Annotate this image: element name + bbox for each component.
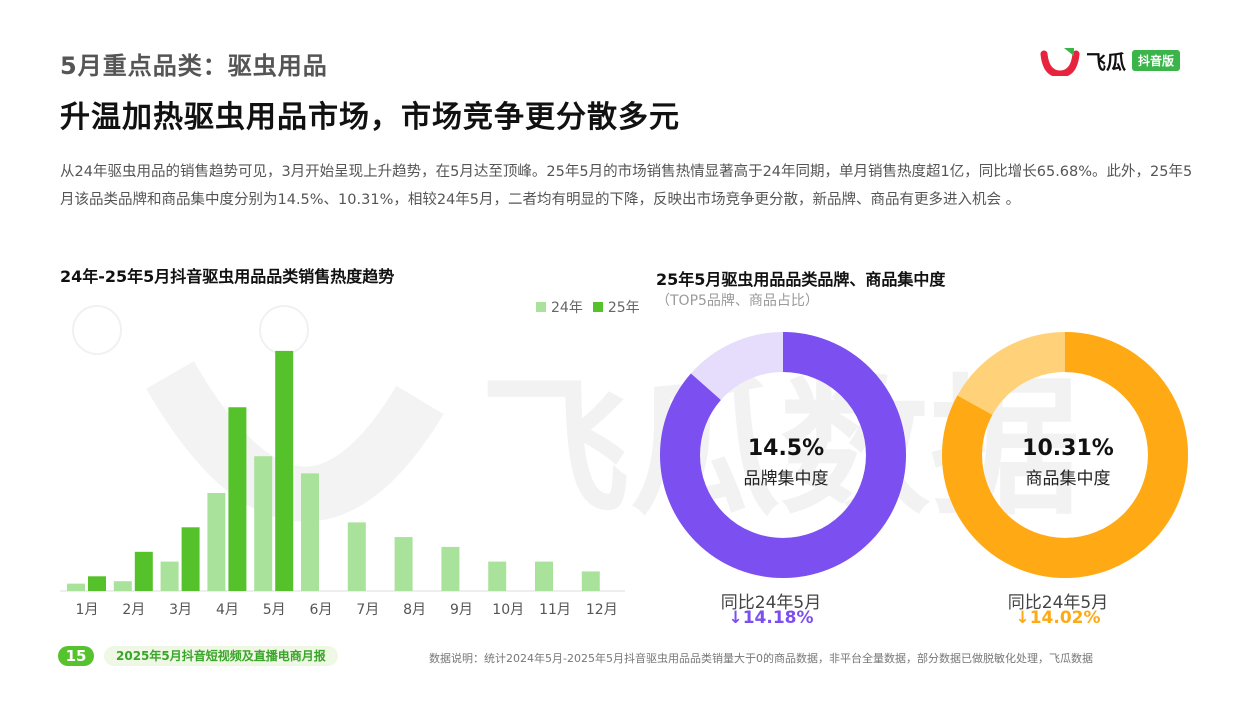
feigua-logo-icon	[1040, 48, 1080, 76]
bar-24年-4月	[207, 493, 226, 591]
donut-section-subtitle: （TOP5品牌、商品占比）	[656, 293, 819, 309]
bar-25年-1月	[88, 576, 106, 591]
bar-24年-8月	[394, 537, 413, 591]
x-tick-label: 10月	[492, 602, 524, 618]
bar-25年-2月	[134, 551, 153, 591]
bar-24年-3月	[160, 561, 179, 591]
bar-25年-3月	[181, 527, 200, 591]
product-concentration-label: 商品集中度	[1025, 469, 1111, 489]
brand-concentration-value: 14.5%	[747, 436, 825, 461]
bar-24年-11月	[535, 561, 553, 591]
legend-swatch-25	[592, 302, 603, 312]
bar-24年-1月	[67, 583, 85, 591]
logo-text: 飞瓜	[1086, 49, 1126, 74]
bar-24年-9月	[441, 546, 460, 591]
x-tick-label: 8月	[403, 602, 426, 618]
page-headline: 升温加热驱虫用品市场，市场竞争更分散多元	[60, 100, 680, 135]
brand-concentration-donut	[660, 332, 906, 578]
x-tick-label: 11月	[539, 602, 571, 618]
x-tick-label: 7月	[356, 602, 379, 618]
bar-24年-6月	[301, 473, 319, 591]
x-tick-label: 12月	[586, 602, 618, 618]
product-concentration-value: 10.31%	[1022, 436, 1114, 461]
brand-yoy-value: ↓14.18%	[728, 608, 814, 628]
product-concentration-donut	[942, 332, 1188, 578]
bar-24年-7月	[347, 522, 366, 591]
donut-main-segment	[942, 332, 1188, 578]
bar-24年-10月	[488, 561, 507, 591]
bar-25年-5月	[275, 350, 294, 591]
bar-chart: 1月 2月 3月 4月 5月 6月 7月 8月 9月 10月 11月 12月	[60, 350, 625, 618]
x-tick-label: 1月	[76, 602, 99, 618]
donut-section-title: 25年5月驱虫用品品类品牌、商品集中度	[656, 270, 946, 289]
brand-yoy-label: 同比24年5月	[720, 593, 822, 613]
brand-logo: 飞瓜 抖音版	[1040, 44, 1181, 76]
donut-main-segment	[660, 332, 906, 578]
legend-label-24: 24年	[551, 300, 583, 316]
x-tick-label: 3月	[169, 602, 192, 618]
legend-label-25: 25年	[607, 300, 640, 316]
product-yoy-value: ↓14.02%	[1015, 608, 1101, 628]
chart-legend: 24年 25年	[536, 297, 640, 317]
data-note: 数据说明：统计2024年5月-2025年5月抖音驱虫用品品类销量大于0的商品数据…	[429, 652, 1093, 665]
product-yoy-label: 同比24年5月	[1007, 593, 1109, 613]
legend-swatch-24	[536, 302, 546, 312]
section-title: 5月重点品类：驱虫用品	[60, 52, 328, 80]
bar-24年-2月	[113, 581, 132, 591]
x-tick-label: 9月	[450, 602, 473, 618]
logo-badge: 抖音版	[1132, 49, 1181, 71]
x-tick-label: 2月	[122, 602, 145, 618]
bar-24年-5月	[254, 456, 273, 591]
bar-chart-title: 24年-25年5月抖音驱虫用品品类销售热度趋势	[60, 267, 395, 286]
intro-paragraph: 从24年驱虫用品的销售趋势可见，3月开始呈现上升趋势，在5月达至顶峰。25年5月…	[60, 164, 1193, 208]
report-name: 2025年5月抖音短视频及直播电商月报	[104, 646, 338, 666]
x-tick-label: 6月	[310, 602, 333, 618]
brand-concentration-label: 品牌集中度	[743, 469, 829, 489]
bar-24年-12月	[581, 571, 600, 591]
x-tick-label: 4月	[216, 602, 239, 618]
bar-25年-4月	[228, 407, 247, 591]
page-number: 15	[58, 646, 94, 666]
x-tick-label: 5月	[263, 602, 286, 618]
